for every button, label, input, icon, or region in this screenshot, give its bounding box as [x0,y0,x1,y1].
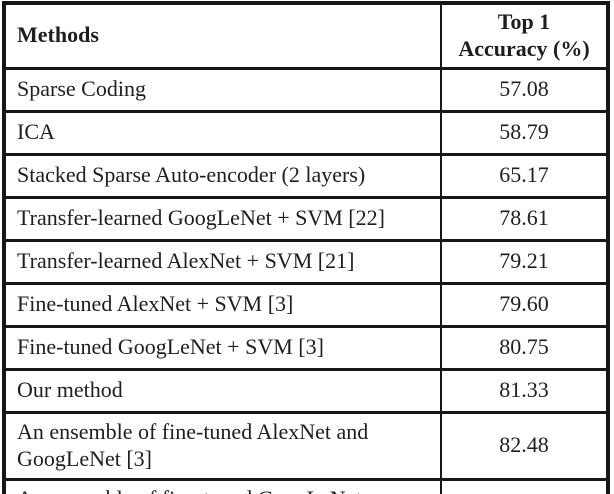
table-row: Transfer-learned AlexNet + SVM [21] 79.2… [4,238,608,285]
accuracy-cell: 79.21 [441,238,608,285]
method-cell: Stacked Sparse Auto-encoder (2 layers) [4,152,442,199]
table-row: Stacked Sparse Auto-encoder (2 layers) 6… [4,152,608,199]
method-cell: Our method [4,367,442,414]
method-cell: ICA [4,109,442,156]
accuracy-cell: 79.60 [441,281,608,328]
table-header-row: Methods Top 1 Accuracy (%) [4,1,608,70]
accuracy-cell: 78.61 [441,195,608,242]
accuracy-cell: 65.17 [441,152,608,199]
table-row: Transfer-learned GoogLeNet + SVM [22] 78… [4,195,608,242]
method-cell: An ensemble of fine-tuned GoogLeNet and … [4,477,442,494]
accuracy-cell: 82.48 [441,410,608,481]
table-row: Our method 81.33 [4,367,608,414]
accuracy-cell: 80.75 [441,324,608,371]
accuracy-cell: 58.79 [441,109,608,156]
accuracy-cell: 81.33 [441,367,608,414]
method-cell: Fine-tuned GoogLeNet + SVM [3] [4,324,442,371]
method-cell: Fine-tuned AlexNet + SVM [3] [4,281,442,328]
methods-column-header: Methods [4,1,442,70]
accuracy-cell: 57.08 [441,66,608,113]
method-cell: Sparse Coding [4,66,442,113]
table-row: Fine-tuned GoogLeNet + SVM [3] 80.75 [4,324,608,371]
accuracy-column-header: Top 1 Accuracy (%) [441,1,608,70]
table-row: Fine-tuned AlexNet + SVM [3] 79.60 [4,281,608,328]
table-row: An ensemble of fine-tuned AlexNet and Go… [4,410,608,481]
table-row: Sparse Coding 57.08 [4,66,608,113]
method-cell: Transfer-learned GoogLeNet + SVM [22] [4,195,442,242]
method-cell: Transfer-learned AlexNet + SVM [21] [4,238,442,285]
accuracy-cell: 83.14 [441,477,608,494]
table-row: An ensemble of fine-tuned GoogLeNet and … [4,477,608,494]
table-row: ICA 58.79 [4,109,608,156]
method-cell: An ensemble of fine-tuned AlexNet and Go… [4,410,442,481]
